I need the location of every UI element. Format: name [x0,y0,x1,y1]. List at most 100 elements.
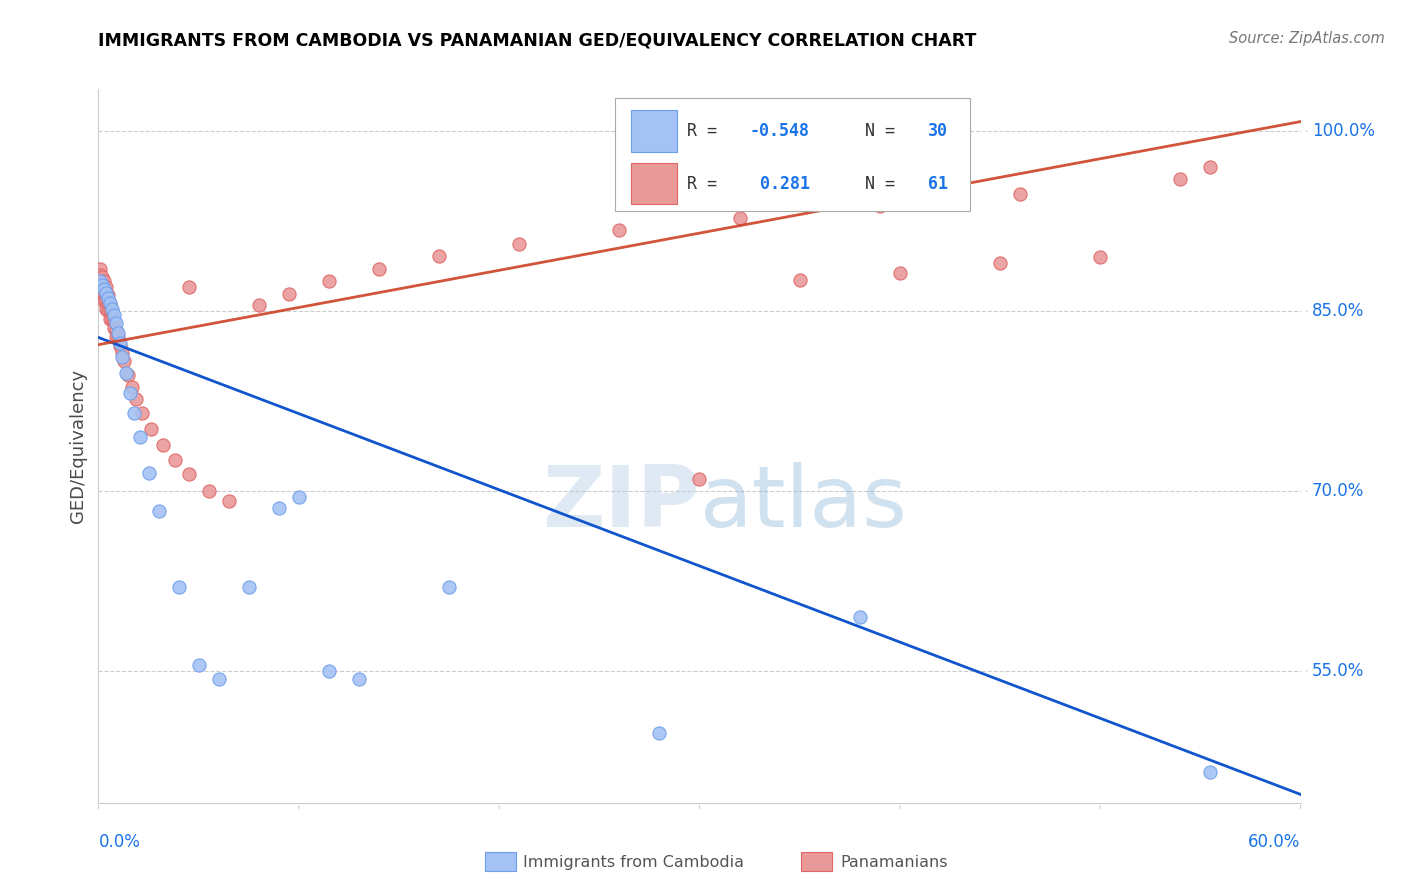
Point [100,312,122,326]
Text: 60.0%: 60.0% [1249,833,1301,851]
Point [120,385,142,400]
Text: 55.0%: 55.0% [1312,662,1364,680]
Point [139,422,162,436]
Point [267,500,290,515]
Text: 0.0%: 0.0% [98,833,141,851]
Text: 30: 30 [928,122,948,140]
Point [91,277,114,291]
Text: 85.0%: 85.0% [1312,302,1364,320]
Point [97,295,120,310]
Point [688,472,710,486]
Point [728,211,751,225]
Point [437,580,460,594]
Point [91,283,114,297]
Point [107,330,129,344]
Point [96,286,118,301]
Text: R =: R = [688,122,727,140]
Point [91,290,114,304]
Point [508,236,530,251]
Point [93,294,115,309]
Text: ZIP: ZIP [541,461,699,545]
Point [93,283,115,297]
FancyBboxPatch shape [631,163,676,204]
Point [131,406,153,420]
Point [103,308,125,322]
Point [648,726,671,740]
Point [177,467,200,482]
Text: Source: ZipAtlas.com: Source: ZipAtlas.com [1229,31,1385,46]
Point [89,286,111,301]
Point [1170,172,1192,186]
Point [101,305,124,319]
Point [347,673,370,687]
Text: atlas: atlas [699,461,907,545]
Point [93,280,115,294]
Point [100,297,122,311]
Point [318,664,340,678]
Text: 70.0%: 70.0% [1312,482,1364,500]
Point [114,354,136,368]
Point [101,312,124,326]
Point [197,483,219,498]
Point [97,288,120,302]
Point [101,301,124,316]
Point [89,268,111,282]
Text: 61: 61 [928,175,948,193]
Text: 100.0%: 100.0% [1312,122,1375,140]
Text: -0.548: -0.548 [749,122,810,140]
Point [110,339,132,353]
Point [124,406,146,420]
Point [115,367,138,381]
Point [988,256,1011,270]
Point [163,452,186,467]
Point [208,673,231,687]
Point [110,336,132,351]
Point [96,280,118,294]
Point [148,504,170,518]
Point [100,304,122,318]
Point [103,321,125,335]
Point [1199,764,1222,779]
Point [125,392,148,406]
Point [889,266,911,280]
Point [1088,250,1111,264]
Point [91,277,114,292]
Point [789,273,811,287]
Point [117,368,139,382]
Point [609,222,631,236]
Y-axis label: GED/Equivalency: GED/Equivalency [69,369,87,523]
Point [869,198,891,212]
Text: IMMIGRANTS FROM CAMBODIA VS PANAMANIAN GED/EQUIVALENCY CORRELATION CHART: IMMIGRANTS FROM CAMBODIA VS PANAMANIAN G… [98,31,977,49]
Point [1010,186,1032,201]
Point [103,313,125,327]
FancyBboxPatch shape [631,111,676,152]
Point [105,330,128,344]
Point [93,287,115,301]
Point [1199,160,1222,174]
Point [96,286,118,301]
Point [288,490,311,504]
Point [105,316,128,330]
Point [105,323,128,337]
Point [129,430,152,444]
Point [96,294,118,309]
Point [318,274,340,288]
Point [89,274,111,288]
Text: N =: N = [865,175,905,193]
Point [247,298,270,312]
Text: Panamanians: Panamanians [841,855,948,870]
Point [218,493,240,508]
Point [100,295,122,310]
Point [111,346,134,360]
Text: 0.281: 0.281 [749,175,810,193]
FancyBboxPatch shape [616,98,970,211]
Point [107,326,129,340]
Point [177,280,200,294]
Point [849,610,872,624]
Point [89,280,111,294]
Point [187,657,209,672]
Point [97,304,120,318]
Point [427,249,450,263]
Point [111,350,134,364]
Text: Immigrants from Cambodia: Immigrants from Cambodia [523,855,744,870]
